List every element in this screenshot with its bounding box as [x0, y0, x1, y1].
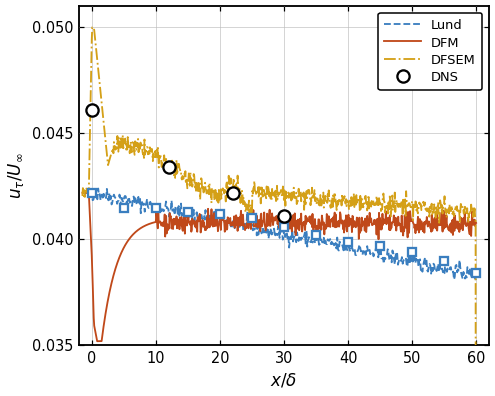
DFM	[319, 213, 325, 218]
DFSEM	[419, 203, 425, 208]
Lund	[267, 231, 273, 236]
Lund	[464, 265, 470, 270]
DFM	[94, 339, 100, 344]
Legend: Lund, DFM, DFSEM, DNS: Lund, DFM, DFSEM, DNS	[378, 13, 483, 90]
Line: DNS: DNS	[86, 104, 290, 222]
DNS	[281, 214, 287, 219]
Line: Lund: Lund	[82, 188, 476, 281]
Lund	[293, 240, 299, 245]
Line: DFM: DFM	[82, 193, 476, 341]
DFSEM	[104, 153, 110, 158]
DFM	[331, 214, 337, 219]
Lund	[79, 190, 85, 195]
Lund	[95, 186, 101, 191]
DNS	[89, 108, 95, 112]
DFSEM	[331, 200, 337, 204]
DFM	[79, 190, 85, 195]
Lund	[403, 255, 409, 260]
DFSEM	[319, 198, 325, 202]
DNS	[230, 190, 236, 195]
Line: DFSEM: DFSEM	[82, 27, 476, 396]
DFSEM	[379, 207, 385, 211]
DFSEM	[308, 199, 314, 204]
DFSEM	[89, 25, 95, 30]
DFM	[104, 303, 110, 307]
DFM	[308, 213, 314, 218]
Lund	[473, 278, 479, 283]
DFSEM	[79, 194, 85, 198]
Y-axis label: $u_\tau/U_\infty$: $u_\tau/U_\infty$	[6, 152, 26, 199]
DFM	[419, 227, 425, 232]
DNS	[166, 165, 172, 169]
Lund	[314, 236, 320, 241]
DFM	[473, 221, 479, 225]
X-axis label: $x/\delta$: $x/\delta$	[270, 372, 298, 390]
DFM	[379, 227, 385, 232]
Lund	[270, 230, 276, 234]
